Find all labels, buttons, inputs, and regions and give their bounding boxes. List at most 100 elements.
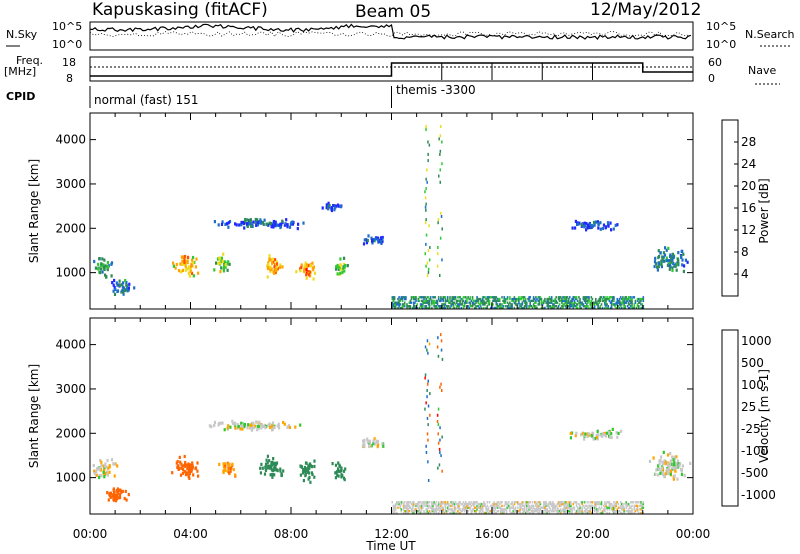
band-cell xyxy=(617,506,620,509)
data-cell xyxy=(99,468,103,472)
data-cell xyxy=(299,423,302,427)
band-cell xyxy=(450,303,452,306)
band-cell xyxy=(529,303,531,306)
data-cell xyxy=(266,461,269,465)
data-cell xyxy=(670,260,673,264)
data-cell xyxy=(117,489,120,493)
data-cell xyxy=(580,223,583,227)
band-cell xyxy=(444,306,447,310)
band-cell xyxy=(515,299,518,303)
band-cell xyxy=(570,506,572,509)
band-cell xyxy=(641,502,643,506)
band-cell xyxy=(556,506,559,509)
freq-trace xyxy=(90,62,693,80)
data-cell xyxy=(184,268,187,272)
streak-cell xyxy=(441,357,444,361)
band-cell xyxy=(415,508,417,511)
data-cell xyxy=(660,265,663,269)
band-cell xyxy=(548,502,551,506)
band-cell xyxy=(598,301,600,304)
data-cell xyxy=(226,268,229,272)
streak-cell xyxy=(439,134,442,138)
data-cell xyxy=(175,262,178,267)
band-cell xyxy=(486,297,489,301)
band-cell xyxy=(584,296,587,299)
band-cell xyxy=(408,306,411,310)
band-cell xyxy=(509,297,511,301)
band-cell xyxy=(431,306,433,310)
y-tick-label: 4000 xyxy=(55,133,86,147)
band-cell xyxy=(409,306,412,310)
data-cell xyxy=(374,442,377,446)
band-cell xyxy=(532,303,535,306)
band-cell xyxy=(544,297,546,301)
band-cell xyxy=(424,501,426,504)
band-cell xyxy=(450,299,452,303)
data-cell xyxy=(223,264,226,268)
band-cell xyxy=(515,303,518,306)
data-cell xyxy=(608,431,611,435)
band-cell xyxy=(431,504,433,508)
band-cell xyxy=(394,504,397,508)
band-cell xyxy=(502,508,504,511)
band-cell xyxy=(429,296,432,299)
band-cell xyxy=(522,501,525,504)
band-cell xyxy=(435,511,438,515)
band-cell xyxy=(632,296,634,299)
data-cell xyxy=(669,472,672,476)
band-cell xyxy=(405,510,407,513)
band-cell xyxy=(494,296,496,299)
data-cell xyxy=(106,473,109,477)
band-cell xyxy=(501,508,503,511)
band-cell xyxy=(520,303,522,306)
band-cell xyxy=(467,296,469,299)
band-cell xyxy=(396,501,398,504)
data-cell xyxy=(660,466,663,470)
data-cell xyxy=(226,469,229,474)
data-cell xyxy=(675,268,678,272)
band-cell xyxy=(554,508,556,511)
band-cell xyxy=(528,501,530,504)
band-cell xyxy=(511,306,513,310)
band-cell xyxy=(393,305,396,308)
band-cell xyxy=(569,508,571,511)
band-cell xyxy=(428,504,431,508)
data-cell xyxy=(659,251,662,255)
band-cell xyxy=(607,306,609,310)
data-cell xyxy=(171,471,174,475)
band-cell xyxy=(413,296,415,299)
band-cell xyxy=(488,501,491,504)
data-cell xyxy=(654,256,657,260)
band-cell xyxy=(608,501,611,504)
streak-cell xyxy=(427,267,430,271)
band-cell xyxy=(605,504,607,508)
band-cell xyxy=(486,296,489,299)
band-cell xyxy=(556,306,559,310)
band-cell xyxy=(640,504,642,508)
data-cell xyxy=(223,467,226,471)
band-cell xyxy=(415,306,417,310)
band-cell xyxy=(571,297,573,301)
band-cell xyxy=(471,296,474,299)
band-cell xyxy=(434,508,437,511)
band-cell xyxy=(569,504,571,508)
band-cell xyxy=(413,303,415,306)
band-cell xyxy=(567,510,570,513)
streak-cell xyxy=(424,221,427,225)
band-cell xyxy=(564,296,567,299)
band-cell xyxy=(612,510,614,513)
data-cell xyxy=(679,462,682,466)
band-cell xyxy=(442,510,444,513)
band-cell xyxy=(642,306,645,310)
data-cell xyxy=(281,219,284,223)
band-cell xyxy=(487,297,490,301)
band-cell xyxy=(614,305,616,308)
band-cell xyxy=(425,511,427,515)
data-cell xyxy=(272,457,275,461)
band-cell xyxy=(600,511,603,515)
band-cell xyxy=(519,508,521,511)
streak-cell xyxy=(440,339,443,343)
band-cell xyxy=(420,502,423,506)
data-cell xyxy=(234,473,237,477)
band-cell xyxy=(483,501,485,504)
